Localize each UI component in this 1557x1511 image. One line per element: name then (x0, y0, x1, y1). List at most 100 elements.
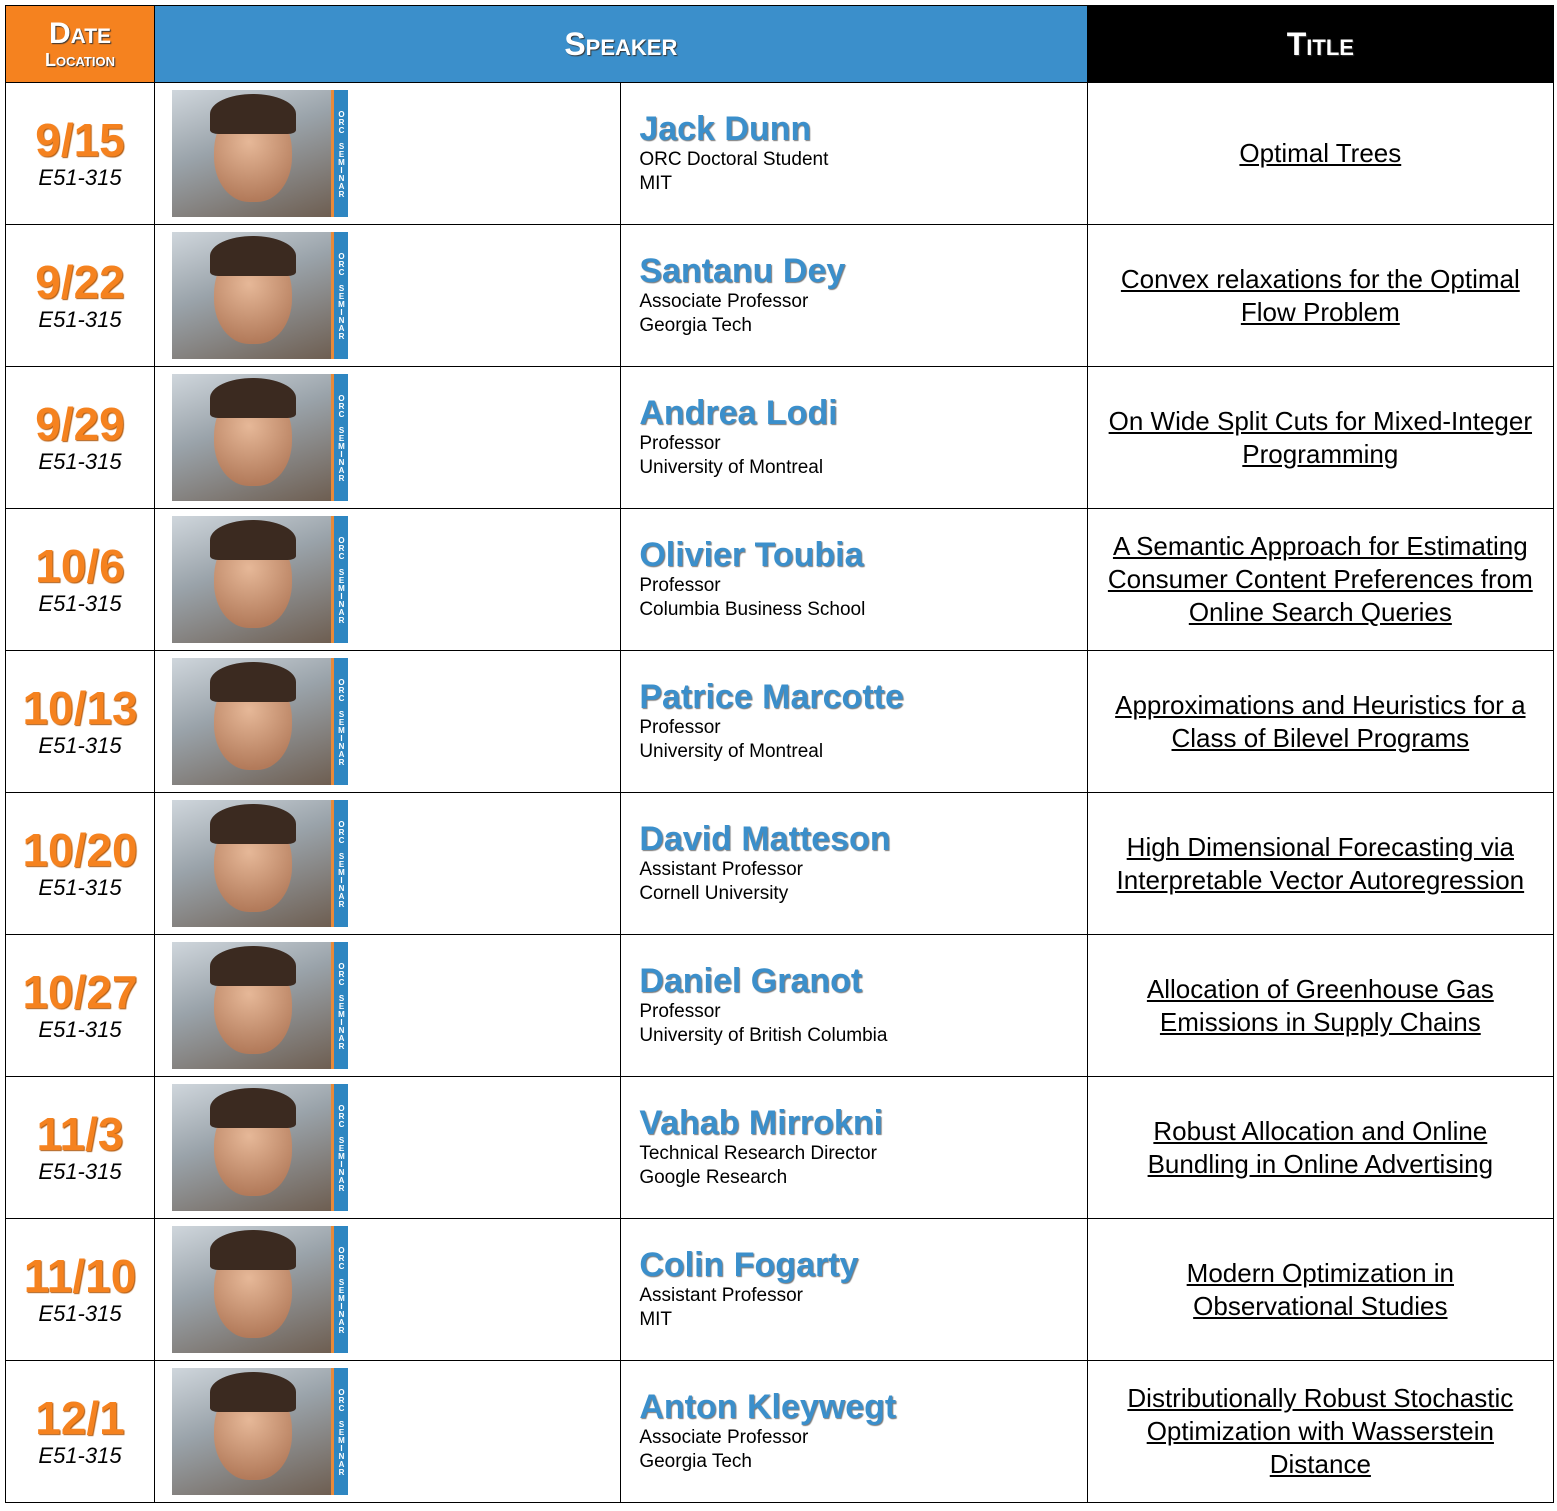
photo-cell: ORC SEMINAR (155, 793, 621, 935)
photo-cell: ORC SEMINAR (155, 225, 621, 367)
hair (210, 1372, 296, 1412)
speaker-affiliation: Columbia Business School (639, 598, 1086, 622)
hair (210, 236, 296, 276)
talk-title-link[interactable]: Modern Optimization in Observational Stu… (1187, 1258, 1454, 1321)
speaker-position: ORC Doctoral Student (639, 148, 1086, 172)
talk-title-link[interactable]: On Wide Split Cuts for Mixed-Integer Pro… (1109, 406, 1532, 469)
speaker-affiliation: MIT (639, 172, 1086, 196)
date: 10/27 (6, 968, 154, 1016)
photo-cell: ORC SEMINAR (155, 651, 621, 793)
hair (210, 94, 296, 134)
hair (210, 520, 296, 560)
talk-title-link[interactable]: A Semantic Approach for Estimating Consu… (1108, 531, 1533, 627)
date-header: Date Location (6, 6, 155, 83)
speaker-position: Associate Professor (639, 1426, 1086, 1450)
photo-cell: ORC SEMINAR (155, 509, 621, 651)
talk-title-link[interactable]: Allocation of Greenhouse Gas Emissions i… (1147, 974, 1494, 1037)
talk-title-link[interactable]: Optimal Trees (1239, 138, 1401, 168)
title-cell: A Semantic Approach for Estimating Consu… (1087, 509, 1553, 651)
speaker-header: Speaker (155, 6, 1088, 83)
photo-badge: ORC SEMINAR (331, 800, 348, 927)
speaker-name: Patrice Marcotte (639, 679, 1086, 716)
speaker-name: Andrea Lodi (639, 395, 1086, 432)
speaker-photo: ORC SEMINAR (172, 1368, 348, 1495)
speaker-photo: ORC SEMINAR (172, 1084, 348, 1211)
title-cell: Modern Optimization in Observational Stu… (1087, 1219, 1553, 1361)
photo-badge: ORC SEMINAR (331, 658, 348, 785)
speaker-position: Assistant Professor (639, 1284, 1086, 1308)
hair (210, 946, 296, 986)
title-cell: Allocation of Greenhouse Gas Emissions i… (1087, 935, 1553, 1077)
title-cell: High Dimensional Forecasting via Interpr… (1087, 793, 1553, 935)
talk-title-link[interactable]: High Dimensional Forecasting via Interpr… (1117, 832, 1525, 895)
location-heading: Location (6, 51, 154, 69)
location: E51-315 (6, 449, 154, 475)
date: 9/29 (6, 400, 154, 448)
photo-cell: ORC SEMINAR (155, 1361, 621, 1503)
speaker-position: Technical Research Director (639, 1142, 1086, 1166)
photo-cell: ORC SEMINAR (155, 1077, 621, 1219)
speaker-position: Assistant Professor (639, 858, 1086, 882)
date: 9/15 (6, 116, 154, 164)
title-header: Title (1087, 6, 1553, 83)
location: E51-315 (6, 1301, 154, 1327)
talk-title-link[interactable]: Distributionally Robust Stochastic Optim… (1127, 1383, 1513, 1479)
location: E51-315 (6, 1159, 154, 1185)
title-cell: Convex relaxations for the Optimal Flow … (1087, 225, 1553, 367)
hair (210, 378, 296, 418)
speaker-affiliation: University of Montreal (639, 456, 1086, 480)
header-row: Date Location Speaker Title (6, 6, 1554, 83)
photo-cell: ORC SEMINAR (155, 83, 621, 225)
talk-title-link[interactable]: Approximations and Heuristics for a Clas… (1115, 690, 1525, 753)
speaker-affiliation: Cornell University (639, 882, 1086, 906)
speaker-photo: ORC SEMINAR (172, 942, 348, 1069)
location: E51-315 (6, 307, 154, 333)
talk-title-link[interactable]: Robust Allocation and Online Bundling in… (1148, 1116, 1493, 1179)
speaker-name: Vahab Mirrokni (639, 1105, 1086, 1142)
speaker-name: Santanu Dey (639, 253, 1086, 290)
speaker-photo: ORC SEMINAR (172, 658, 348, 785)
date-heading: Date (6, 19, 154, 49)
title-cell: On Wide Split Cuts for Mixed-Integer Pro… (1087, 367, 1553, 509)
hair (210, 662, 296, 702)
speaker-affiliation: Georgia Tech (639, 1450, 1086, 1474)
date: 10/20 (6, 826, 154, 874)
photo-badge: ORC SEMINAR (331, 516, 348, 643)
speaker-affiliation: Georgia Tech (639, 314, 1086, 338)
speaker-position: Professor (639, 432, 1086, 456)
speaker-photo: ORC SEMINAR (172, 90, 348, 217)
photo-badge: ORC SEMINAR (331, 374, 348, 501)
speaker-photo: ORC SEMINAR (172, 232, 348, 359)
speaker-name: Jack Dunn (639, 111, 1086, 148)
speaker-position: Professor (639, 716, 1086, 740)
talk-title-link[interactable]: Convex relaxations for the Optimal Flow … (1121, 264, 1520, 327)
title-cell: Approximations and Heuristics for a Clas… (1087, 651, 1553, 793)
hair (210, 804, 296, 844)
date: 10/13 (6, 684, 154, 732)
speaker-photo: ORC SEMINAR (172, 374, 348, 501)
speaker-affiliation: Google Research (639, 1166, 1086, 1190)
date: 11/3 (6, 1110, 154, 1158)
photo-cell: ORC SEMINAR (155, 935, 621, 1077)
